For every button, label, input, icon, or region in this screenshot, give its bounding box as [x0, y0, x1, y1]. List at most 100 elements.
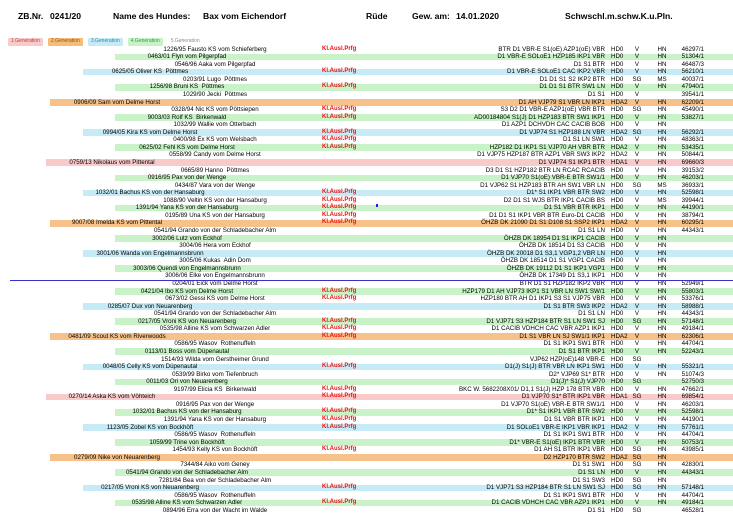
- dog-number-and-name[interactable]: 0463/01 Flyn vom Pilgerpfad: [147, 53, 227, 61]
- dog-number-and-name[interactable]: 9197/99 Elicia KS Birkenwald: [173, 385, 257, 393]
- dog-number-and-name[interactable]: 0113/01 Boss vom Düpenautal: [144, 348, 230, 355]
- dog-number-and-name[interactable]: 0994/05 Kira KS vom Delme Horst: [102, 128, 198, 136]
- dog-number-and-name[interactable]: 0535/98 Alline KS vom Schwarzen Adler: [131, 499, 243, 507]
- dog-number-and-name[interactable]: 3003/06 Quendi von Engelmannsbrunn: [133, 264, 241, 272]
- dog-number-and-name[interactable]: 0011/03 Ori von Neuarenberg: [146, 378, 228, 386]
- dgstb-number: 46528/1: [681, 506, 704, 514]
- dog-number-and-name[interactable]: 1256/98 Bruni KS Pöttmes: [149, 83, 225, 91]
- dog-number-and-name[interactable]: 0285/07 Dux von Neuarenberg: [107, 302, 193, 310]
- pedigree-row: 0546/96 Aaka vom Pilgerpfad D1 S1 BTR HD…: [0, 61, 733, 69]
- dog-number-and-name[interactable]: 0759/13 Nikolaus vom Pittental: [69, 159, 155, 166]
- titles-and-scores: ÖHZB DK 18514 D1 S3 CACIB: [519, 242, 605, 250]
- kl-ausl-prfg-label: Kl.Ausl.Prfg: [322, 204, 357, 211]
- dog-number-and-name[interactable]: 0916/95 Pax von der Wenge: [147, 174, 227, 182]
- dog-number-and-name[interactable]: 0625/02 Fehl KS vom Delme Horst: [139, 143, 235, 151]
- dog-number-and-name[interactable]: 0434/87 Vara von der Wenge: [174, 181, 256, 189]
- dog-number-and-name[interactable]: 0539/99 Birko vom Tiefenbruch: [172, 370, 258, 378]
- dog-number-and-name[interactable]: 0916/95 Pax von der Wenge: [175, 400, 255, 408]
- dog-number-and-name[interactable]: 0665/89 Hanno Pöttmes: [180, 166, 250, 174]
- tab-generation-1[interactable]: 1.Generation: [8, 38, 43, 46]
- titles-and-scores: D1 S1: [587, 506, 605, 514]
- dog-number-and-name[interactable]: 3006/06 Elke von Engelmannsbrunn: [165, 272, 265, 280]
- form-grade: V: [634, 68, 640, 76]
- dog-number-and-name[interactable]: 1454/93 Kelly KS von Bockhöft: [172, 446, 258, 454]
- dog-number-and-name[interactable]: 0586/95 Wasov Rothenuffeln: [174, 431, 256, 439]
- dog-number-and-name[interactable]: 7281/84 Bea von der Schladebacher Alm: [158, 476, 272, 484]
- dog-number-and-name[interactable]: 0558/99 Candy vom Delme Horst: [169, 151, 261, 159]
- form-grade: V: [634, 60, 640, 68]
- dog-number-and-name[interactable]: 0625/05 Oliver KS Pöttmes: [111, 68, 189, 76]
- form-grade: V: [634, 166, 640, 174]
- dog-number-and-name[interactable]: 0203/91 Lugo Pöttmes: [183, 75, 247, 83]
- titles-and-scores: D1 VBR-E SOLoE1 HZP185 IKP1 VBR: [497, 53, 605, 61]
- dog-number-and-name[interactable]: 0541/94 Grando von der Schladebacher Alm: [153, 227, 277, 235]
- dog-number-and-name[interactable]: 1514/93 Wilda vom Gerstheimer Grund: [161, 355, 269, 363]
- dgstb-number: 58988/1: [681, 302, 704, 310]
- hd-value: HD0: [611, 310, 624, 318]
- hd-value: HD0: [611, 461, 624, 469]
- dog-number-and-name[interactable]: 0541/94 Grando von der Schladebacher Alm: [153, 310, 277, 318]
- dog-number-and-name[interactable]: 1391/94 Yana KS von der Hansaburg: [135, 204, 239, 212]
- pedigree-row: 7344/84 Aiko vom Geney D1 S1 SW1 HD0 SG …: [0, 461, 733, 469]
- dog-number-and-name[interactable]: 0894/96 Erra von der Wacht im Walde: [162, 506, 268, 514]
- dog-number-and-name[interactable]: 1226/95 Fausto KS vom Schieferberg: [163, 45, 267, 53]
- dog-number-and-name[interactable]: 1029/90 Jecki Pöttmes: [182, 90, 248, 98]
- dog-number-and-name[interactable]: 0673/02 Gessi KS vom Delme Horst: [165, 295, 265, 303]
- dog-number-and-name[interactable]: 0586/95 Wasov Rothenuffeln: [174, 340, 256, 348]
- titles-and-scores: HZP182 D1 IKP1 S1 VJP70 AH VBR BTR: [489, 143, 605, 151]
- dog-number-and-name[interactable]: 1123/05 Zobel KS von Bockhöft: [106, 423, 194, 431]
- dog-number-and-name[interactable]: 3005/06 Kukas Adin Dom: [179, 257, 251, 265]
- dog-number-and-name[interactable]: 0328/94 Nic KS vom Pöttsiepen: [171, 106, 259, 114]
- dog-number-and-name[interactable]: 1032/01 Bachus KS von der Hansaburg: [95, 189, 205, 197]
- dog-number-and-name[interactable]: 1088/90 Veltin KS von der Hansaburg: [163, 196, 267, 204]
- generation-band: [115, 469, 733, 477]
- dog-number-and-name[interactable]: 0535/98 Alline KS vom Schwarzen Adler: [159, 325, 271, 333]
- titles-and-scores: D1 VJP75 HZP187 BTR AZP1 VBR SW3 IKP2: [477, 151, 605, 159]
- dog-number-and-name[interactable]: 0421/04 Ibo KS vom Delme Horst: [140, 287, 234, 295]
- dog-number-and-name[interactable]: 1391/94 Yana KS von der Hansaburg: [163, 416, 267, 424]
- pedigree-row: 1032/99 Wallie vom Otterbach D1 AZP1 DCH…: [0, 121, 733, 129]
- dgstb-number: 49184/1: [681, 499, 704, 507]
- dog-number-and-name[interactable]: 0279/09 Nike von Neuarenberg: [74, 453, 160, 461]
- dog-number-and-name[interactable]: 0204/01 Eick vom Delme Horst: [172, 279, 258, 287]
- dog-number-and-name[interactable]: 0217/05 Vroni KS von Neuarenberg: [101, 484, 199, 492]
- dog-number-and-name[interactable]: 9003/03 Rolf KS Birkenwald: [147, 113, 227, 121]
- dog-number-and-name[interactable]: 3002/06 Lutz vom Eckhof: [152, 234, 222, 242]
- tab-generation-4[interactable]: 4.Generation: [127, 38, 163, 46]
- form-grade: V: [634, 325, 640, 333]
- pedigree-row: 0463/01 Flyn vom Pilgerpfad D1 VBR-E SOL…: [0, 53, 733, 61]
- dog-number-and-name[interactable]: 0481/09 Scout KS vom Riverwoods: [68, 332, 166, 340]
- hd-value: HD0: [611, 234, 624, 242]
- dog-number-and-name[interactable]: 3001/06 Wanda von Engelmannsbrunn: [96, 249, 204, 257]
- dog-number-and-name[interactable]: 7344/84 Aiko vom Geney: [180, 461, 250, 469]
- dog-number-and-name[interactable]: 0541/94 Grando von der Schladebacher Alm: [125, 468, 249, 476]
- dog-number-and-name[interactable]: 1059/99 Trine von Bockhöft: [149, 438, 225, 446]
- titles-and-scores: HZP180 BTR AH D1 IKP1 S3 S1 VJP75 VBR: [480, 295, 606, 303]
- titles-and-scores: AD00184804 S1(J) D1 HZP183 BTR SW1 IKP1: [473, 113, 605, 121]
- dgstb-number: 52750/3: [681, 378, 704, 386]
- form-grade: V: [634, 416, 640, 424]
- dog-number-and-name[interactable]: 0906/09 Sam vom Delme Horst: [73, 98, 161, 106]
- tab-generation-5[interactable]: 5.Generation: [170, 38, 200, 44]
- hd-value: HD0: [611, 113, 624, 121]
- dgstb-number: 57148/1: [681, 484, 704, 492]
- dog-number-and-name[interactable]: 1032/99 Wallie vom Otterbach: [173, 121, 257, 129]
- dog-number-and-name[interactable]: 3004/06 Hera vom Eckhof: [179, 242, 251, 250]
- dog-number-and-name[interactable]: 0400/98 Ex KS vom Welsbach: [173, 136, 257, 144]
- dgstb-number: 56292/1: [681, 128, 704, 136]
- dog-number-and-name[interactable]: 0270/14 Aska KS vom Vöhteich: [68, 393, 156, 401]
- dog-number-and-name[interactable]: 1032/01 Bachus KS von der Hansaburg: [132, 408, 242, 416]
- dog-number-and-name[interactable]: 9007/08 Imelda KS vom Pittental: [71, 219, 163, 227]
- dog-number-and-name[interactable]: 0546/96 Aaka vom Pilgerpfad: [174, 60, 256, 68]
- dog-number-and-name[interactable]: 0217/05 Vroni KS von Neuarenberg: [138, 317, 236, 325]
- dog-number-and-name[interactable]: 0048/05 Celly KS vom Düpenautal: [102, 363, 198, 371]
- tab-generation-2[interactable]: 2.Generation: [47, 38, 83, 46]
- dog-number-and-name[interactable]: 0586/95 Wasov Rothenuffeln: [174, 491, 256, 499]
- pedigree-row: 0625/02 Fehl KS vom Delme Horst Kl.Ausl.…: [0, 144, 733, 152]
- dog-number-and-name[interactable]: 0195/89 Una KS von der Hansaburg: [165, 211, 265, 219]
- form-grade: V: [634, 196, 640, 204]
- generation-band: [115, 378, 733, 386]
- tab-generation-3[interactable]: 3.Generation: [87, 38, 123, 46]
- form-grade: SG: [632, 453, 642, 461]
- hd-value: HD0: [611, 340, 624, 348]
